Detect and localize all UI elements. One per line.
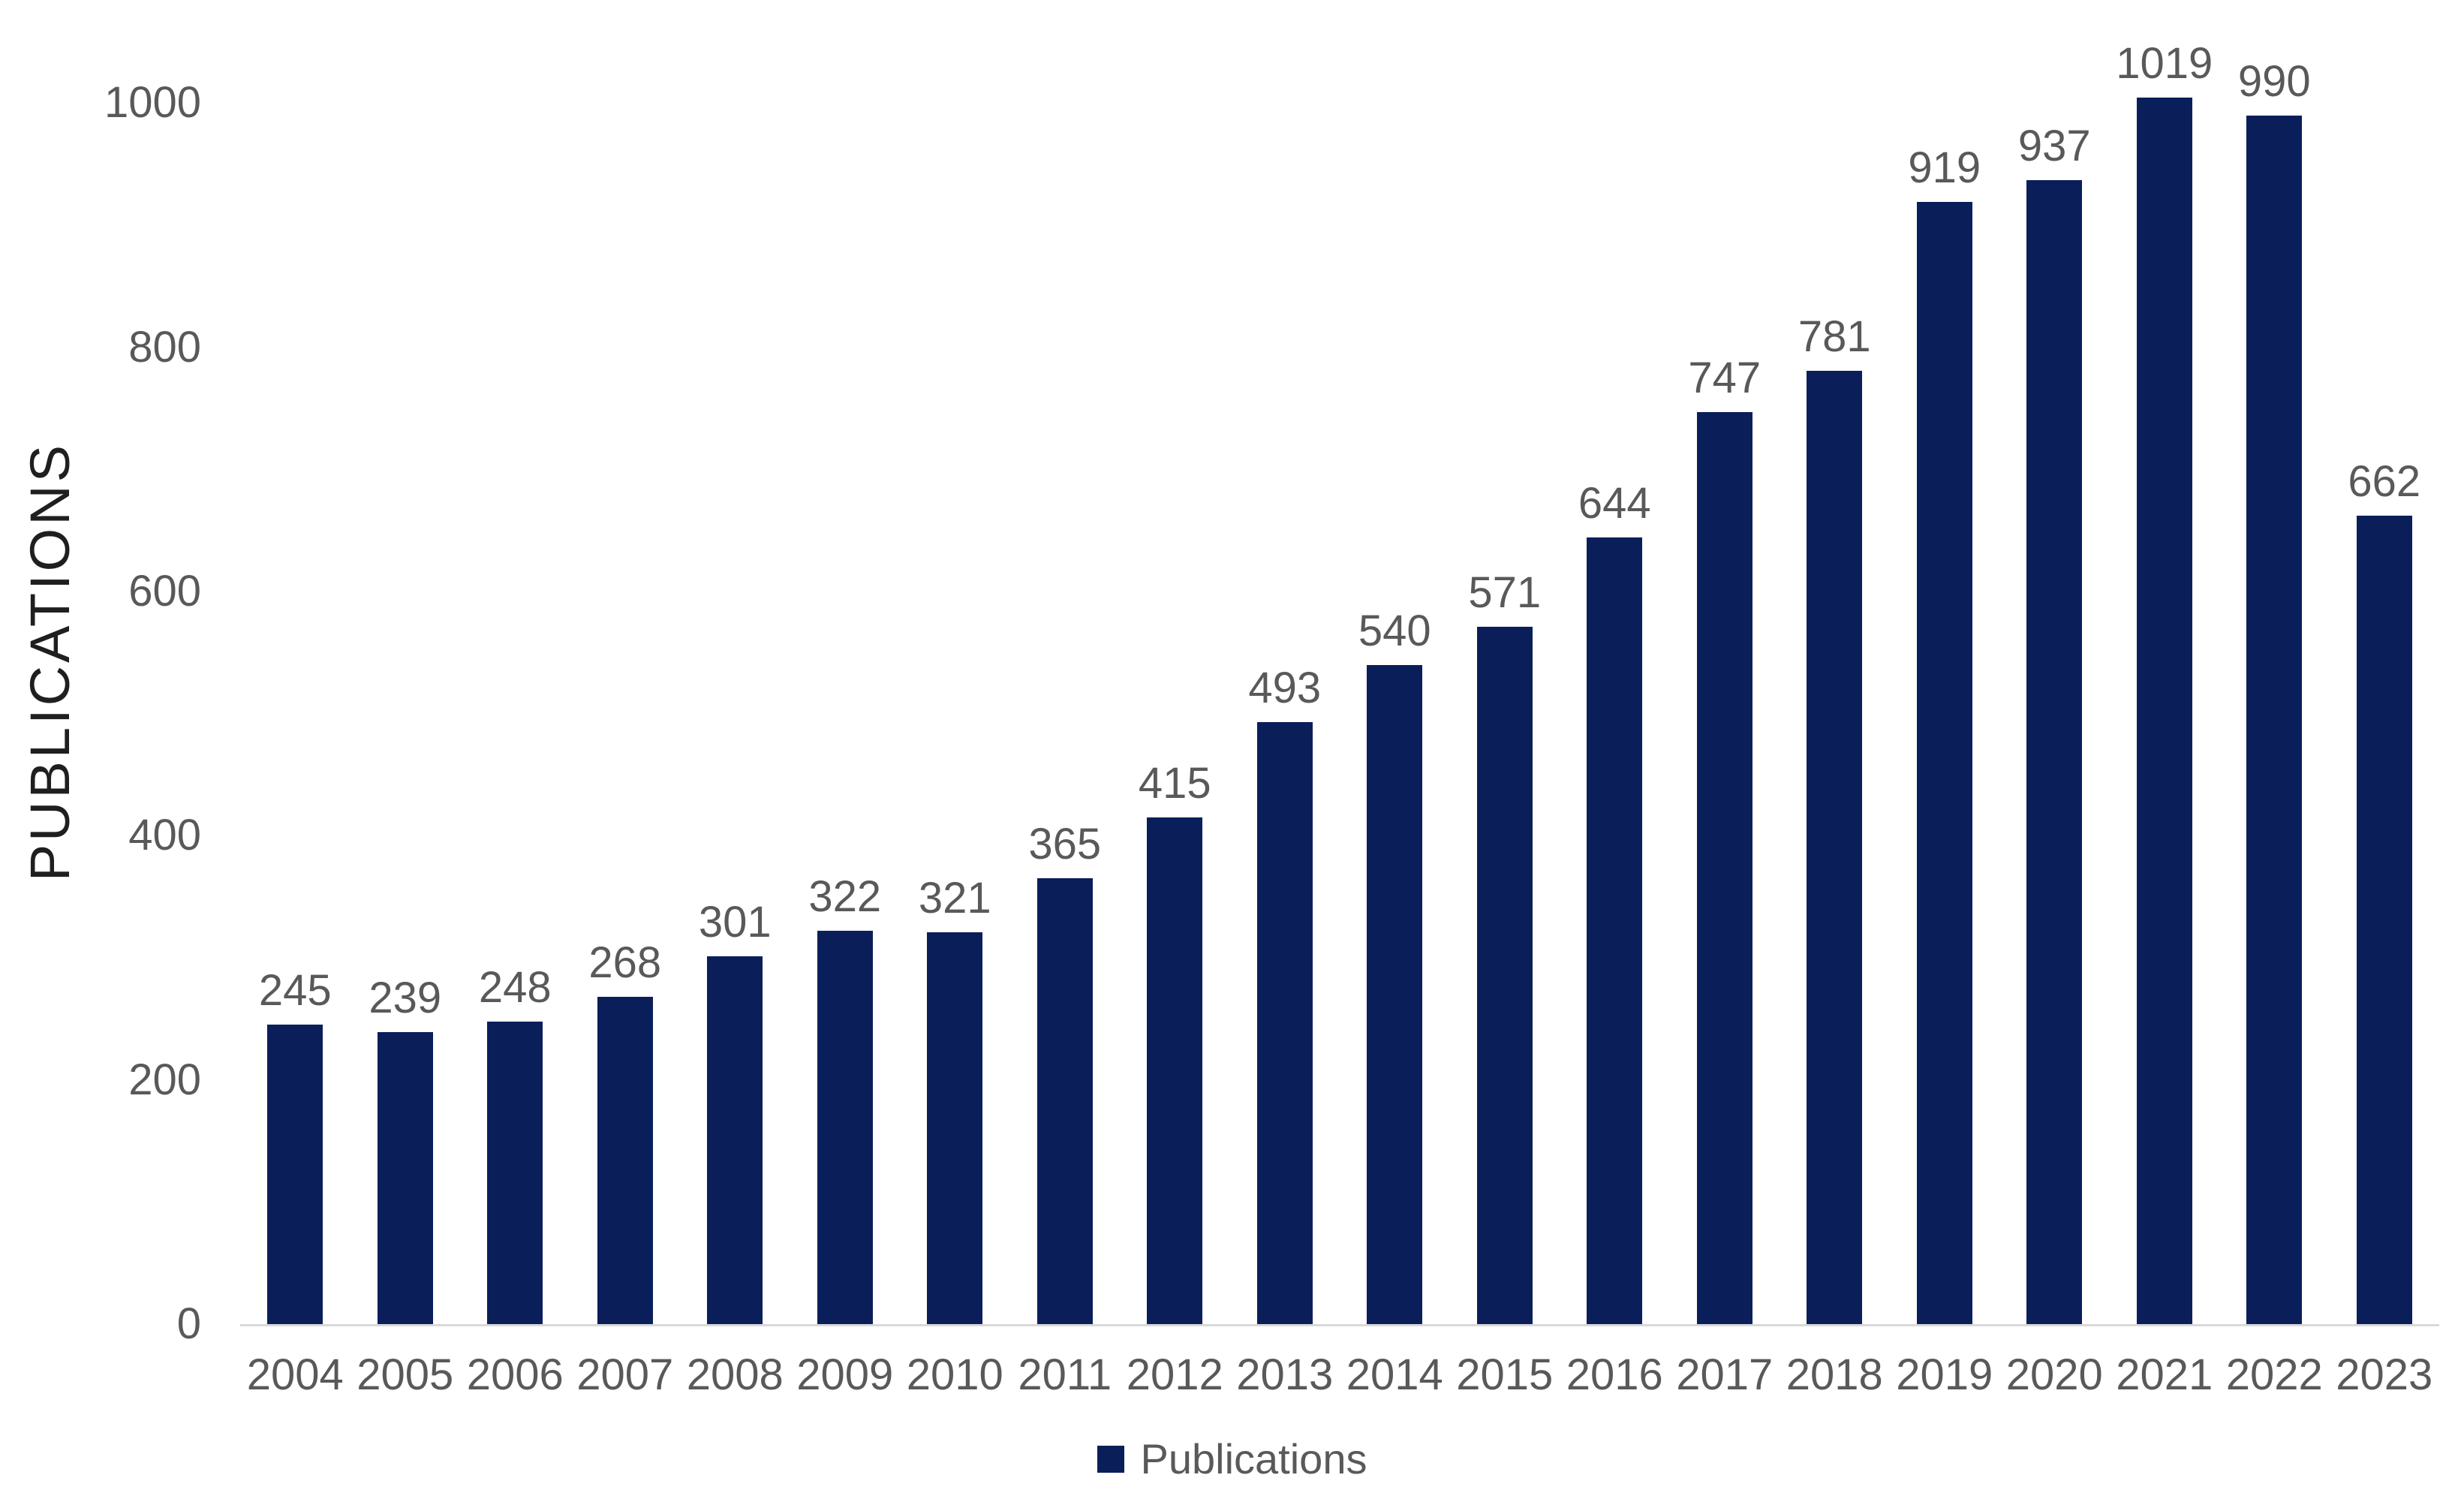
bar-value-label: 747 [1688, 353, 1762, 402]
x-axis-tick-label: 2010 [906, 1350, 1003, 1399]
x-axis-tick-label: 2008 [686, 1350, 784, 1399]
bar-value-label: 919 [1908, 143, 1981, 193]
y-axis-tick-label: 600 [128, 567, 201, 616]
x-axis-tick-label: 2007 [576, 1350, 674, 1399]
x-axis-tick-label: 2018 [1786, 1350, 1883, 1399]
bar-2022 [2246, 115, 2303, 1324]
bar-column: 540 [1340, 42, 1450, 1324]
bar-value-label: 644 [1578, 479, 1651, 528]
bar-value-label: 540 [1358, 606, 1431, 655]
bar-value-label: 990 [2237, 56, 2311, 106]
bar-column: 1019 [2110, 42, 2220, 1324]
bar-column: 662 [2330, 42, 2440, 1324]
bar-2013 [1256, 722, 1313, 1324]
x-axis-tick-label: 2012 [1126, 1350, 1223, 1399]
bar-value-label: 937 [2017, 121, 2091, 170]
bar-2011 [1036, 878, 1093, 1324]
x-axis-tick-label: 2005 [357, 1350, 454, 1399]
bar-2010 [927, 932, 983, 1324]
bar-value-label: 1019 [2116, 39, 2213, 88]
bar-2016 [1587, 537, 1643, 1324]
bar-column: 415 [1120, 42, 1230, 1324]
x-axis-tick-label: 2015 [1456, 1350, 1554, 1399]
y-axis-tick-label: 400 [128, 811, 201, 860]
y-axis-title: PUBLICATIONS [5, 0, 95, 1324]
x-axis-tick-label: 2013 [1236, 1350, 1334, 1399]
plot-area: 245 239 248 268 301 322 321 365 415 493 540 571 644 7… [240, 42, 2439, 1324]
bar-2020 [2026, 179, 2083, 1324]
bar-column: 919 [1890, 42, 2000, 1324]
bar-2017 [1696, 411, 1752, 1324]
bar-column: 268 [570, 42, 681, 1324]
x-axis-tick-label: 2011 [1018, 1350, 1112, 1399]
x-axis-tick-label: 2017 [1676, 1350, 1774, 1399]
bar-2023 [2356, 516, 2412, 1324]
bar-2012 [1147, 817, 1203, 1324]
x-axis-tick-label: 2016 [1566, 1350, 1663, 1399]
x-axis-line [240, 1324, 2439, 1326]
bar-column: 493 [1230, 42, 1340, 1324]
bar-value-label: 571 [1468, 568, 1542, 618]
bar-2009 [817, 931, 873, 1324]
x-axis-tick-label: 2009 [796, 1350, 894, 1399]
bar-column: 990 [2219, 42, 2330, 1324]
y-axis-tick-label: 800 [128, 322, 201, 372]
bar-value-label: 248 [478, 962, 552, 1012]
bar-2008 [707, 956, 763, 1324]
legend-label: Publications [1140, 1435, 1367, 1482]
legend-color-swatch [1097, 1446, 1124, 1473]
bar-value-label: 321 [918, 873, 991, 923]
bar-column: 321 [900, 42, 1010, 1324]
bar-2005 [377, 1032, 433, 1324]
x-axis-tick-label: 2023 [2336, 1350, 2433, 1399]
x-axis-tick-label: 2006 [466, 1350, 564, 1399]
bar-2004 [267, 1025, 323, 1324]
bar-2014 [1367, 664, 1423, 1324]
bar-value-label: 268 [588, 938, 662, 988]
bar-column: 571 [1450, 42, 1560, 1324]
x-axis-tick-label: 2020 [2005, 1350, 2103, 1399]
x-axis-tick-label: 2004 [246, 1350, 344, 1399]
bar-value-label: 239 [369, 974, 442, 1023]
y-axis-tick-label: 1000 [104, 78, 201, 128]
bar-column: 239 [350, 42, 461, 1324]
bar-value-label: 415 [1138, 758, 1211, 808]
bar-2019 [1916, 202, 1972, 1324]
bar-column: 365 [1010, 42, 1121, 1324]
y-axis-tick-label: 200 [128, 1055, 201, 1104]
bar-column: 322 [790, 42, 901, 1324]
x-axis-tick-labels: 2004 2005 2006 2007 2008 2009 2010 2011 2012 2013… [240, 1353, 2439, 1397]
x-axis-tick-label: 2021 [2116, 1350, 2213, 1399]
bar-2018 [1807, 370, 1863, 1324]
bar-column: 245 [240, 42, 350, 1324]
bar-column: 248 [460, 42, 570, 1324]
bar-value-label: 301 [698, 898, 772, 947]
bar-column: 644 [1560, 42, 1670, 1324]
bar-column: 781 [1780, 42, 1890, 1324]
x-axis-tick-label: 2019 [1896, 1350, 1993, 1399]
bar-column: 937 [1999, 42, 2110, 1324]
bar-column: 747 [1670, 42, 1780, 1324]
x-axis-tick-label: 2022 [2225, 1350, 2323, 1399]
bar-value-label: 493 [1248, 664, 1322, 713]
y-axis-tick-label: 0 [176, 1299, 201, 1348]
legend: Publications [0, 1438, 2464, 1480]
bar-column: 301 [680, 42, 790, 1324]
bar-value-label: 245 [258, 966, 332, 1016]
bar-value-label: 662 [2348, 457, 2421, 507]
bar-2006 [487, 1021, 543, 1324]
bar-2015 [1476, 627, 1533, 1324]
x-axis-tick-label: 2014 [1346, 1350, 1443, 1399]
bar-value-label: 781 [1798, 312, 1871, 361]
bar-value-label: 322 [808, 872, 882, 922]
bar-2007 [597, 997, 653, 1324]
bar-value-label: 365 [1028, 820, 1102, 869]
bar-2021 [2136, 98, 2192, 1324]
